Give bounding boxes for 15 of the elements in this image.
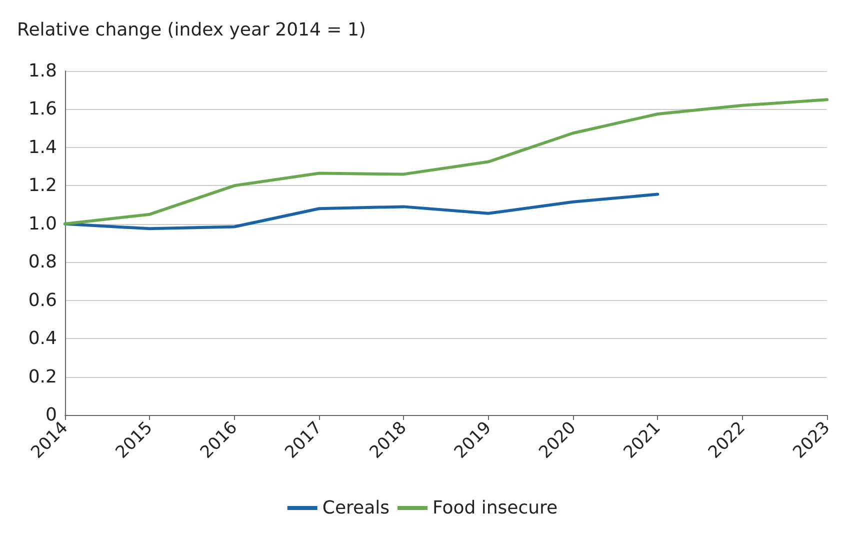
y-tick-label: 1.6 [28, 98, 57, 120]
y-tick-label: 0.2 [28, 366, 57, 388]
y-tick-label: 1.4 [28, 136, 57, 158]
y-tick-label: 0.6 [28, 290, 57, 311]
line-series [64, 98, 828, 226]
y-tick-label: 1.0 [28, 213, 57, 234]
y-tick-label: 0.4 [28, 328, 57, 350]
y-tick-label: 0 [46, 404, 57, 426]
legend-label: Cereals [322, 498, 390, 518]
y-tick-label: 1.2 [28, 175, 57, 196]
line-series [64, 192, 660, 230]
y-tick-label: 1.8 [28, 60, 57, 82]
y-tick-label: 0.8 [28, 252, 57, 273]
y-axis-title: Relative change (index year 2014 = 1) [17, 20, 366, 40]
legend-label: Food insecure [432, 498, 558, 518]
